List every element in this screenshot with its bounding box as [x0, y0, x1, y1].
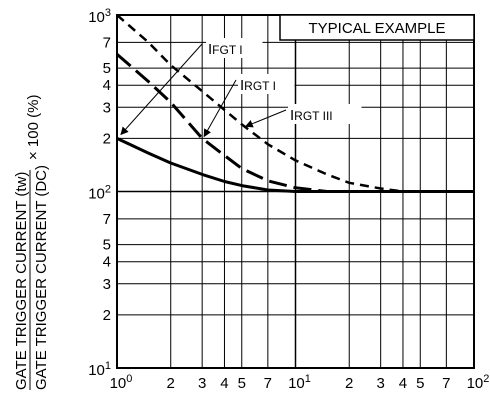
- series-line: [116, 14, 474, 193]
- annotation-box: TYPICAL EXAMPLE: [279, 14, 475, 41]
- x-tick-label: 100: [110, 373, 133, 392]
- y-label-denominator: GATE TRIGGER CURRENT (DC): [33, 165, 50, 390]
- series-label: IRGT III: [290, 107, 333, 124]
- series-label-bg: [288, 104, 362, 124]
- series-labels: IFGT I IRGT I IRGT III: [120, 38, 362, 138]
- x-tick-label: 5: [416, 375, 424, 392]
- y-tick-label: 3: [103, 99, 111, 116]
- x-tick-label: 4: [399, 375, 407, 392]
- y-tick-label: 5: [103, 60, 111, 77]
- y-tick-label: 2: [103, 307, 111, 324]
- y-axis-label: GATE TRIGGER CURRENT (tw) GATE TRIGGER C…: [13, 95, 50, 390]
- annotation-text: TYPICAL EXAMPLE: [309, 20, 446, 37]
- y-tick-label: 103: [88, 7, 111, 26]
- x-tick-label: 101: [288, 373, 311, 392]
- series-leader-arrow: [203, 79, 237, 138]
- x-tick-label: 2: [167, 375, 175, 392]
- series-label-bg: [206, 38, 263, 58]
- x-tick-label: 5: [238, 375, 246, 392]
- y-label-numerator: GATE TRIGGER CURRENT (tw): [13, 172, 30, 390]
- annotation-frame: [279, 14, 475, 41]
- curves: [116, 14, 474, 193]
- x-tick-label: 102: [467, 373, 490, 392]
- series-line: [116, 53, 474, 193]
- series-label: IRGT I: [240, 77, 276, 94]
- y-tick-label: 102: [88, 184, 111, 203]
- x-tick-labels: 100 2 3 4 5 7 101 2 3 4 5 7 102: [110, 373, 490, 392]
- x-tick-label: 2: [345, 375, 353, 392]
- x-tick-label: 7: [442, 375, 450, 392]
- y-label-multiplier: × 100 (%): [25, 95, 42, 160]
- series-label: IFGT I: [208, 41, 243, 58]
- y-tick-label: 2: [103, 130, 111, 147]
- y-tick-label: 4: [103, 77, 111, 94]
- y-tick-label: 5: [103, 237, 111, 254]
- x-tick-label: 7: [264, 375, 272, 392]
- y-tick-label: 7: [103, 34, 111, 51]
- y-tick-label: 4: [103, 254, 111, 271]
- series-leader-arrow: [120, 43, 203, 136]
- y-tick-label: 7: [103, 211, 111, 228]
- y-tick-label: 101: [88, 360, 111, 379]
- y-tick-label: 3: [103, 276, 111, 293]
- x-tick-label: 4: [220, 375, 228, 392]
- x-tick-label: 3: [198, 375, 206, 392]
- series-label-bg: [238, 74, 295, 94]
- series-leader-arrow: [244, 109, 287, 128]
- x-tick-label: 3: [376, 375, 384, 392]
